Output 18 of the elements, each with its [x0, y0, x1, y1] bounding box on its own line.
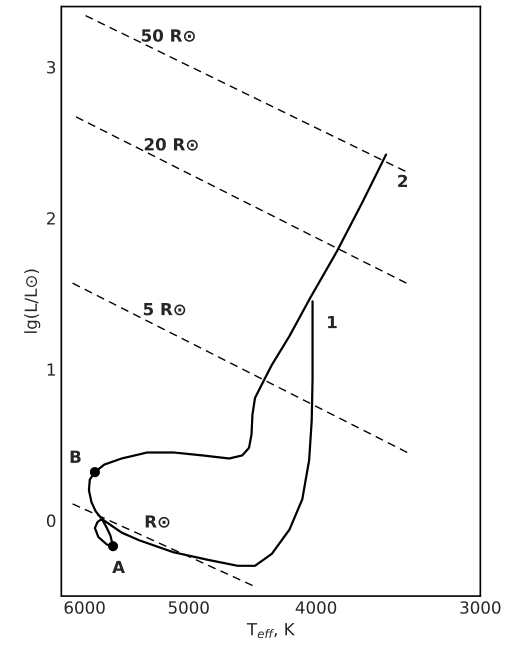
- y-tick-label: 3: [47, 60, 56, 74]
- y-tick-label: 2: [47, 212, 55, 224]
- annotation: 5 R⊙: [144, 303, 186, 316]
- annotation: 50 R⊙: [142, 29, 195, 42]
- annotation: B: [70, 450, 81, 463]
- x-tick-label: 6000: [64, 601, 105, 614]
- y-axis-title: lg(L/L⊙): [24, 270, 40, 333]
- x-tick-label: 3000: [460, 601, 500, 614]
- x-axis-title: T$_{eff}$, K: [246, 623, 295, 638]
- annotation: R⊙: [146, 515, 170, 528]
- y-tick-label: 0: [46, 514, 56, 528]
- annotation: 1: [328, 316, 337, 328]
- annotation: A: [112, 560, 125, 573]
- annotation: 2: [398, 174, 408, 188]
- x-tick-label: 5000: [168, 601, 209, 614]
- x-tick-label: 4000: [296, 601, 336, 614]
- y-tick-label: 1: [48, 364, 55, 376]
- annotation: 20 R⊙: [144, 138, 198, 151]
